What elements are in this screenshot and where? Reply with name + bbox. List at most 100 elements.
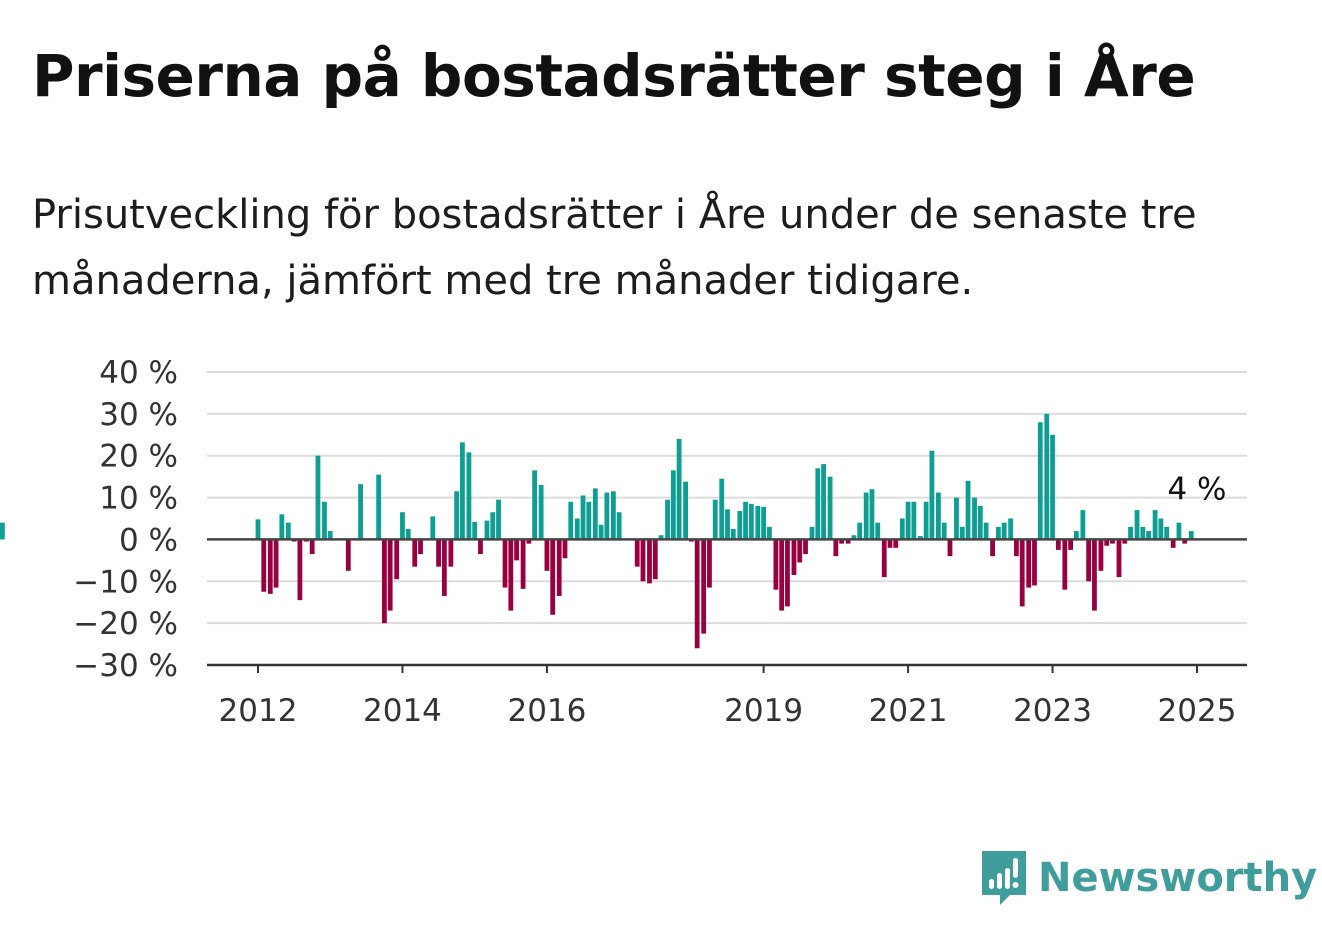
bar [947,539,953,557]
bar [261,539,267,592]
bar [556,539,562,596]
bars [0,413,1194,649]
bar [1044,413,1050,540]
bar [1110,539,1115,544]
bar [1050,434,1055,540]
bar-chart: 40 %30 %20 %10 %0 %−10 %−20 %−30 % 2012 2… [0,355,1247,729]
bar [652,539,658,580]
bar [875,522,881,540]
bar [797,539,803,563]
bar [647,539,652,584]
bar [1128,526,1133,540]
bar [640,539,646,582]
bar [1019,539,1025,607]
bar [990,539,995,557]
brand: Newsworthy [980,848,1317,908]
bar [1164,526,1170,540]
bar [815,468,821,540]
y-axis-labels: 40 % 30 % 20 % 10 % 0 % −10 % −20 % −30 % [73,355,178,684]
bar [707,539,712,588]
bar [965,480,971,540]
bar [845,539,851,544]
bar [719,478,725,540]
y-tick-label: 30 % [99,397,178,433]
latest-value-label: 4 % [1167,472,1226,508]
bar [466,452,472,540]
axes [207,538,1247,673]
bar [358,484,363,540]
chart-title: Priserna på bostadsrätter steg i Åre [32,42,1196,110]
bar [857,522,863,540]
bar [779,539,785,611]
chart-subtitle: Prisutveckling för bostadsrätter i Åre u… [32,192,1197,304]
bar [490,512,496,540]
bar [839,539,845,544]
bar [472,521,478,540]
bar [508,539,514,611]
bar [954,497,959,540]
bar [809,526,815,540]
bar [376,474,382,540]
bar [791,539,797,576]
bar [893,539,899,548]
bar [514,539,519,561]
bar [405,528,411,540]
x-tick-label: 2021 [869,693,948,729]
bar [484,520,490,540]
bar [766,526,772,540]
bar [803,539,808,555]
bar [730,528,736,540]
bar [1092,539,1097,611]
bar [267,539,273,594]
bar [1116,539,1122,578]
gridlines [207,371,1247,625]
bar [574,518,580,540]
bar [418,539,423,555]
bar [1008,518,1014,540]
bar [1037,422,1043,540]
bar [785,539,790,607]
bar [592,488,598,540]
bar [712,499,718,540]
bar [923,501,929,540]
bar [665,499,670,540]
bar [532,470,538,540]
bar [972,497,977,540]
bar [887,539,893,548]
bar [598,524,604,540]
bar [273,539,279,588]
bar [1026,539,1032,588]
bar [436,539,441,567]
x-tick-label: 2016 [507,693,586,729]
bar [941,522,947,540]
bar [387,539,393,611]
bar [833,539,839,557]
bar [881,539,887,578]
bar [917,536,923,540]
bar [1014,539,1019,557]
bar [1170,539,1176,548]
x-axis-labels: 2012 2014 2016 2019 2021 2023 2025 [219,693,1237,729]
bar [701,539,707,634]
bar [929,450,935,540]
bar [737,510,743,540]
x-tick-label: 2012 [219,693,298,729]
bar [586,501,592,540]
bar [610,491,616,540]
bar [658,535,664,540]
bar [1152,510,1158,540]
bar [773,539,779,590]
bar [285,522,291,540]
bar [977,505,983,540]
bar [441,539,447,596]
bar [394,539,400,580]
y-tick-label: 10 % [99,481,178,517]
bar [676,438,682,540]
y-tick-label: 0 % [119,522,178,558]
bar [526,539,532,544]
bar [905,501,911,540]
bar [743,501,748,540]
bar [412,539,418,567]
bar [322,501,327,540]
bar [959,526,965,540]
